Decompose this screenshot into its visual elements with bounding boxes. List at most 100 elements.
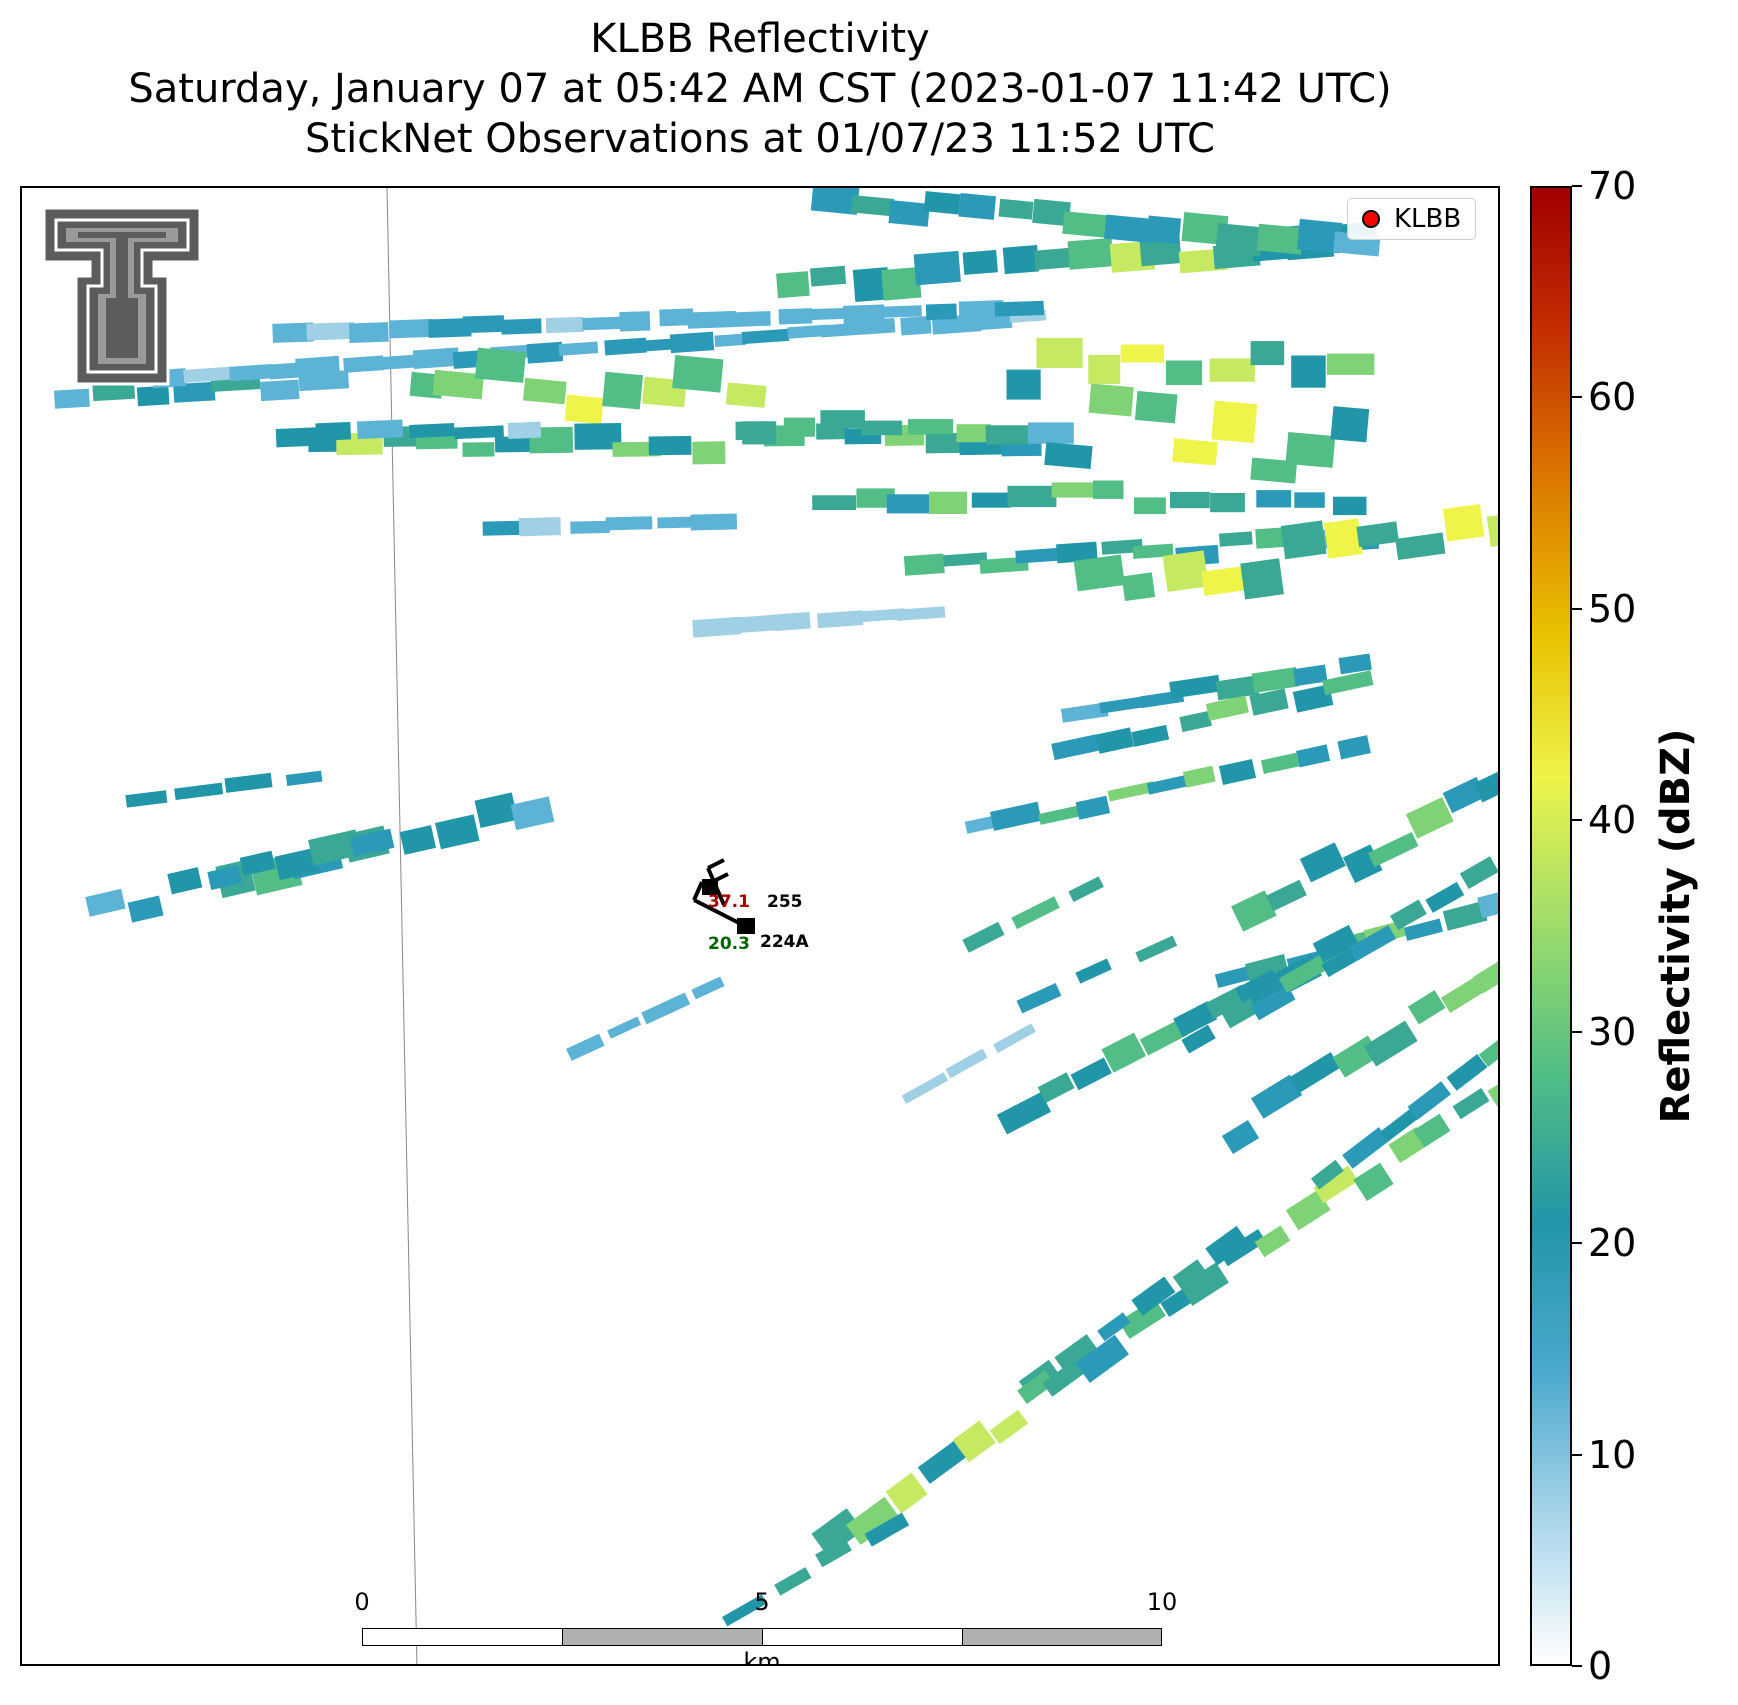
echo-gate <box>917 1439 969 1484</box>
wind-barb-station-224a <box>692 881 755 934</box>
echo-gate <box>885 1472 928 1514</box>
echo-gate <box>612 441 661 457</box>
echo-gate <box>659 308 694 327</box>
echo-gate <box>881 267 922 301</box>
echo-gate <box>1221 998 1259 1029</box>
echo-gate <box>272 322 314 343</box>
echo-gate <box>994 300 1045 317</box>
echo-gate <box>1413 1113 1451 1148</box>
echo-gate <box>285 770 323 786</box>
echo-gate <box>454 425 504 440</box>
echo-gate <box>474 347 527 383</box>
echo-gate <box>1181 1024 1216 1054</box>
echo-gate <box>1390 899 1427 931</box>
echo-gate <box>1165 360 1203 385</box>
echo-gate <box>1218 759 1257 785</box>
echo-gate <box>907 419 954 435</box>
echo-gate <box>428 318 472 338</box>
echo-gate <box>1134 390 1178 424</box>
echo-gate <box>1172 1259 1207 1290</box>
echo-gate <box>850 195 895 217</box>
echo-gate <box>1011 896 1060 930</box>
echo-gate <box>1088 354 1121 384</box>
scalebar-tick-10: 10 <box>1146 1588 1178 1616</box>
echo-gate <box>811 1508 864 1557</box>
echo-gate <box>1221 1119 1260 1155</box>
colorbar-title: Reflectivity (dBZ) <box>1653 728 1699 1124</box>
radar-map[interactable]: KLBB 37.1 255 20.3 224A 0 5 10 <box>20 186 1500 1666</box>
echo-gate <box>1356 521 1400 548</box>
echo-gate <box>971 492 1011 508</box>
echo-gate <box>722 1594 768 1627</box>
echo-gate <box>1075 958 1112 984</box>
echo-gate <box>1295 744 1331 768</box>
echo-gate <box>1134 497 1166 515</box>
echo-gate <box>53 388 90 409</box>
echo-gate <box>888 200 930 227</box>
echo-gate <box>808 307 846 321</box>
echo-gate <box>1132 543 1174 559</box>
echo-gate <box>1250 984 1296 1021</box>
scalebar-segment <box>562 1628 763 1646</box>
echo-gate <box>1201 565 1250 596</box>
echo-gate <box>582 316 627 331</box>
echo-gate <box>1310 1159 1344 1190</box>
echo-gate <box>962 921 1005 953</box>
county-border-line <box>386 188 418 1664</box>
echo-gate <box>1121 572 1156 602</box>
echo-gate <box>1062 211 1114 239</box>
echo-gate <box>672 354 724 393</box>
colorbar-tick-mark <box>1572 396 1582 399</box>
echo-layer <box>53 188 1498 1627</box>
colorbar-tick-label: 40 <box>1588 798 1637 843</box>
echo-gate <box>1170 491 1210 509</box>
echo-gate <box>690 513 738 531</box>
colorbar-tick-mark <box>1572 1453 1582 1456</box>
colorbar-tick-label: 30 <box>1588 1009 1637 1054</box>
echo-gate <box>1254 1225 1291 1258</box>
echo-gate <box>1205 695 1249 721</box>
legend-label: KLBB <box>1394 204 1462 234</box>
colorbar-tick-label: 10 <box>1588 1432 1637 1477</box>
echo-gate <box>1348 925 1397 962</box>
echo-gate <box>859 608 906 623</box>
echo-gate <box>570 520 610 534</box>
echo-gate <box>1403 918 1443 941</box>
echo-gate <box>409 423 455 439</box>
echo-gate <box>1067 237 1114 270</box>
echo-gate <box>1120 344 1165 363</box>
echo-gate <box>1073 554 1125 592</box>
echo-gate <box>1054 1334 1099 1375</box>
echo-gate <box>810 188 860 215</box>
echo-gate <box>636 338 673 353</box>
echo-gate <box>1131 1276 1176 1316</box>
echo-gate <box>174 782 224 801</box>
echo-gate <box>1293 664 1328 687</box>
echo-gate <box>1135 935 1178 963</box>
echo-gate <box>945 1048 988 1079</box>
echo-gate <box>275 427 319 448</box>
echo-gate <box>1473 762 1498 803</box>
colorbar-tick-mark <box>1572 185 1582 187</box>
echo-gate <box>1472 952 1498 994</box>
echo-gate <box>989 1409 1029 1445</box>
echo-gate <box>845 1496 900 1546</box>
echo-gate <box>1425 881 1465 913</box>
echo-gate <box>412 347 460 369</box>
echo-gate <box>1182 765 1216 788</box>
echo-gate <box>725 382 767 408</box>
echo-gate <box>1278 955 1328 993</box>
echo-gate <box>1330 406 1370 443</box>
echo-gate <box>985 425 1034 445</box>
echo-gate <box>787 324 828 339</box>
echo-gate <box>1337 735 1371 760</box>
echo-gate <box>298 370 350 392</box>
station-temp-224a: 37.1 <box>708 892 750 912</box>
scalebar-unit: km <box>743 1648 781 1666</box>
echo-gate <box>929 491 968 514</box>
echo-gate <box>269 362 305 380</box>
echo-gate <box>1131 724 1170 747</box>
station-id-255: 255 <box>767 892 803 912</box>
echo-gate <box>1214 965 1254 989</box>
colorbar-tick-label: 0 <box>1588 1644 1613 1688</box>
